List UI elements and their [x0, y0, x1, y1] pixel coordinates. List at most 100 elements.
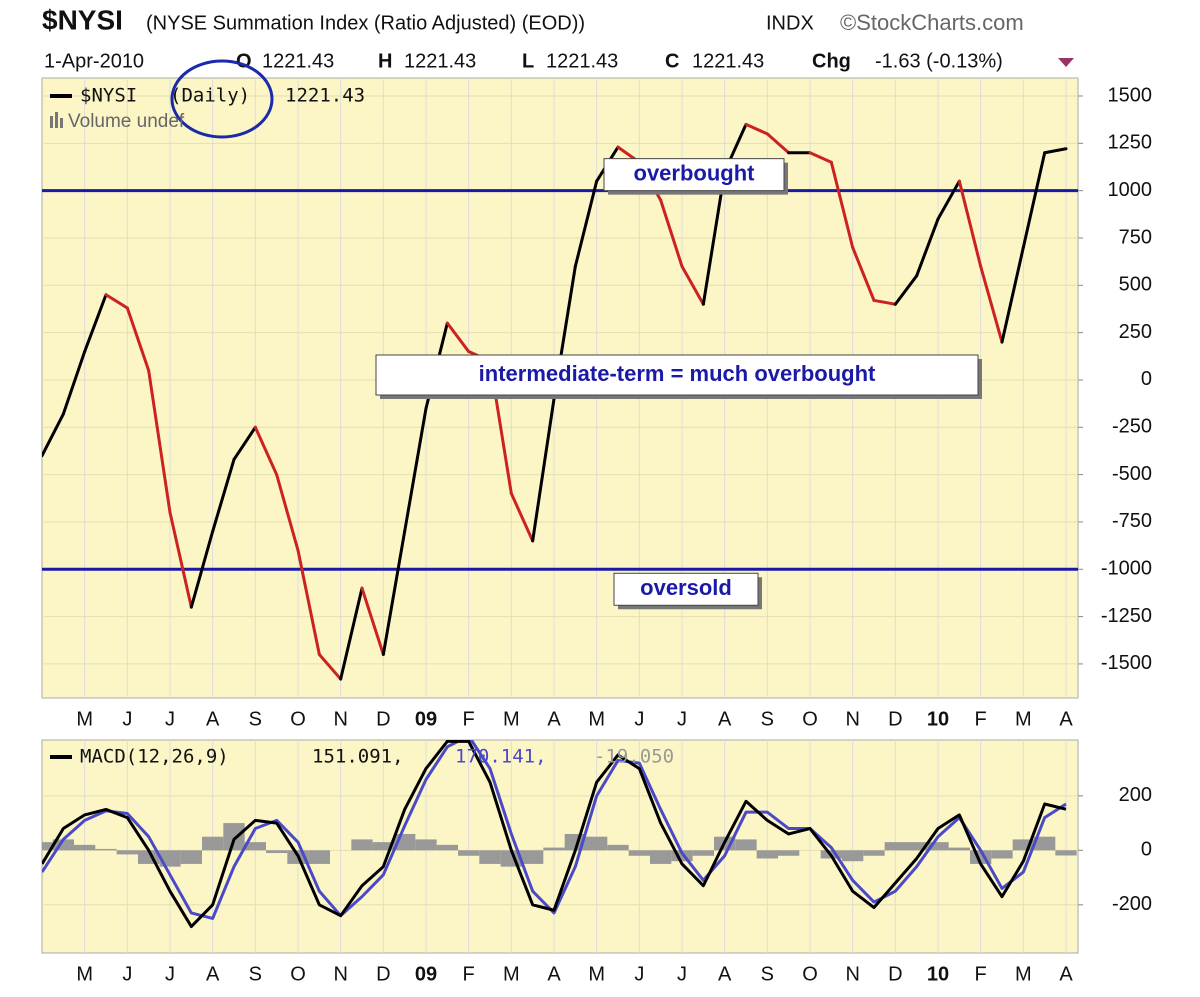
y-tick-label: 500 — [1119, 274, 1152, 296]
x-tick-label: S — [249, 963, 262, 985]
x-tick-label: M — [503, 963, 520, 985]
legend-label: $NYSI — [80, 85, 137, 107]
histogram-bar — [52, 839, 74, 851]
x-tick-label: 10 — [927, 963, 949, 985]
line-segment — [957, 179, 983, 268]
histogram-bar — [372, 842, 394, 851]
histogram-bar — [735, 839, 757, 851]
line-segment — [339, 586, 364, 681]
y-tick-label: 250 — [1119, 321, 1152, 343]
histogram-bar — [991, 850, 1013, 859]
histogram-bar — [74, 844, 96, 851]
histogram-bar — [543, 847, 565, 851]
x-tick-label: A — [718, 708, 732, 730]
quote-value: 1221.43 — [692, 50, 764, 72]
line-segment — [680, 264, 705, 306]
x-tick-label: N — [845, 708, 859, 730]
x-tick-label: O — [802, 963, 818, 985]
y-tick-label: -250 — [1112, 416, 1152, 438]
macd-line — [42, 740, 1067, 920]
x-tick-label: D — [376, 963, 390, 985]
histogram-bar — [458, 850, 480, 856]
annotation: overbought — [634, 160, 756, 185]
source: ©StockCharts.com — [840, 10, 1024, 35]
x-tick-label: M — [588, 963, 605, 985]
x-tick-label: O — [802, 708, 818, 730]
x-tick-label: D — [888, 963, 902, 985]
line-segment — [360, 586, 385, 656]
line-segment — [531, 397, 556, 543]
histogram-bar — [436, 844, 458, 851]
x-tick-label: O — [290, 963, 306, 985]
histogram-bar — [692, 850, 714, 856]
y-tick-label: 1500 — [1108, 84, 1153, 106]
quote-label: L — [522, 50, 534, 72]
date: 1-Apr-2010 — [44, 50, 144, 72]
histogram-bar — [1034, 836, 1056, 851]
y-tick-label: 0 — [1141, 839, 1152, 861]
x-tick-label: S — [761, 708, 774, 730]
change: -1.63 (-0.13%) — [875, 50, 1003, 72]
quote-label: O — [236, 50, 252, 72]
exchange: INDX — [766, 12, 814, 34]
y-tick-label: 0 — [1141, 368, 1152, 390]
line-segment — [125, 306, 151, 372]
line-segment — [42, 412, 65, 458]
line-segment — [829, 160, 855, 249]
y-tick-label: -1000 — [1101, 558, 1152, 580]
line-segment — [979, 264, 1004, 344]
histogram-bar — [1055, 850, 1077, 856]
y-tick-label: 200 — [1119, 784, 1152, 806]
y-tick-label: 750 — [1119, 226, 1152, 248]
quote-value: 1221.43 — [404, 50, 476, 72]
x-tick-label: J — [677, 708, 687, 730]
line-segment — [317, 652, 343, 681]
annotation-box — [613, 572, 759, 606]
x-tick-label: 10 — [927, 708, 949, 730]
line-segment — [253, 425, 279, 477]
x-tick-label: J — [165, 708, 175, 730]
line-segment — [872, 298, 897, 306]
y-tick-label: -200 — [1112, 893, 1152, 915]
x-tick-label: N — [333, 708, 347, 730]
quote-label: C — [665, 50, 679, 72]
x-tick-label: A — [547, 708, 561, 730]
line-segment — [765, 132, 791, 155]
line-segment — [168, 510, 193, 609]
histogram-bar — [884, 842, 906, 851]
line-segment — [211, 457, 236, 533]
quote-label: H — [378, 50, 392, 72]
x-tick-label: M — [76, 708, 93, 730]
histogram-bar — [650, 850, 672, 864]
line-segment — [744, 122, 769, 136]
histogram-bar — [223, 823, 245, 851]
x-tick-label: D — [376, 708, 390, 730]
histogram-bar — [1012, 839, 1034, 851]
x-tick-label: S — [249, 708, 262, 730]
line-segment — [61, 350, 87, 416]
histogram-bar — [95, 848, 117, 851]
histogram-bar — [522, 850, 544, 864]
legend-value: 170.141, — [455, 746, 547, 768]
price-panel: M J J A S O N D 09 F M A M J J A S O N D 10 F M A 1500 1250 1000 75… — [41, 77, 1153, 730]
histogram-bar — [266, 850, 288, 854]
chart-title: $NYSI — [42, 4, 123, 35]
y-tick-label: 1250 — [1108, 132, 1153, 154]
histogram-bar — [778, 850, 800, 856]
x-tick-label: N — [333, 963, 347, 985]
line-segment — [189, 529, 215, 609]
x-tick-label: F — [975, 963, 987, 985]
line-segment — [509, 492, 535, 543]
line-segment — [936, 179, 961, 221]
x-tick-label: M — [1015, 708, 1032, 730]
x-tick-label: M — [588, 708, 605, 730]
x-tick-label: A — [1059, 708, 1073, 730]
x-tick-label: J — [634, 963, 644, 985]
histogram-bar — [308, 850, 330, 864]
macd-panel: M J J A S O N D 09 F M A M J J A S O N D 10 F M A 200 0 -200 — [41, 739, 1152, 985]
line-segment — [915, 217, 940, 278]
quote-value: 1221.43 — [262, 50, 334, 72]
y-tick-label: 1000 — [1108, 179, 1153, 201]
x-tick-label: J — [122, 963, 132, 985]
